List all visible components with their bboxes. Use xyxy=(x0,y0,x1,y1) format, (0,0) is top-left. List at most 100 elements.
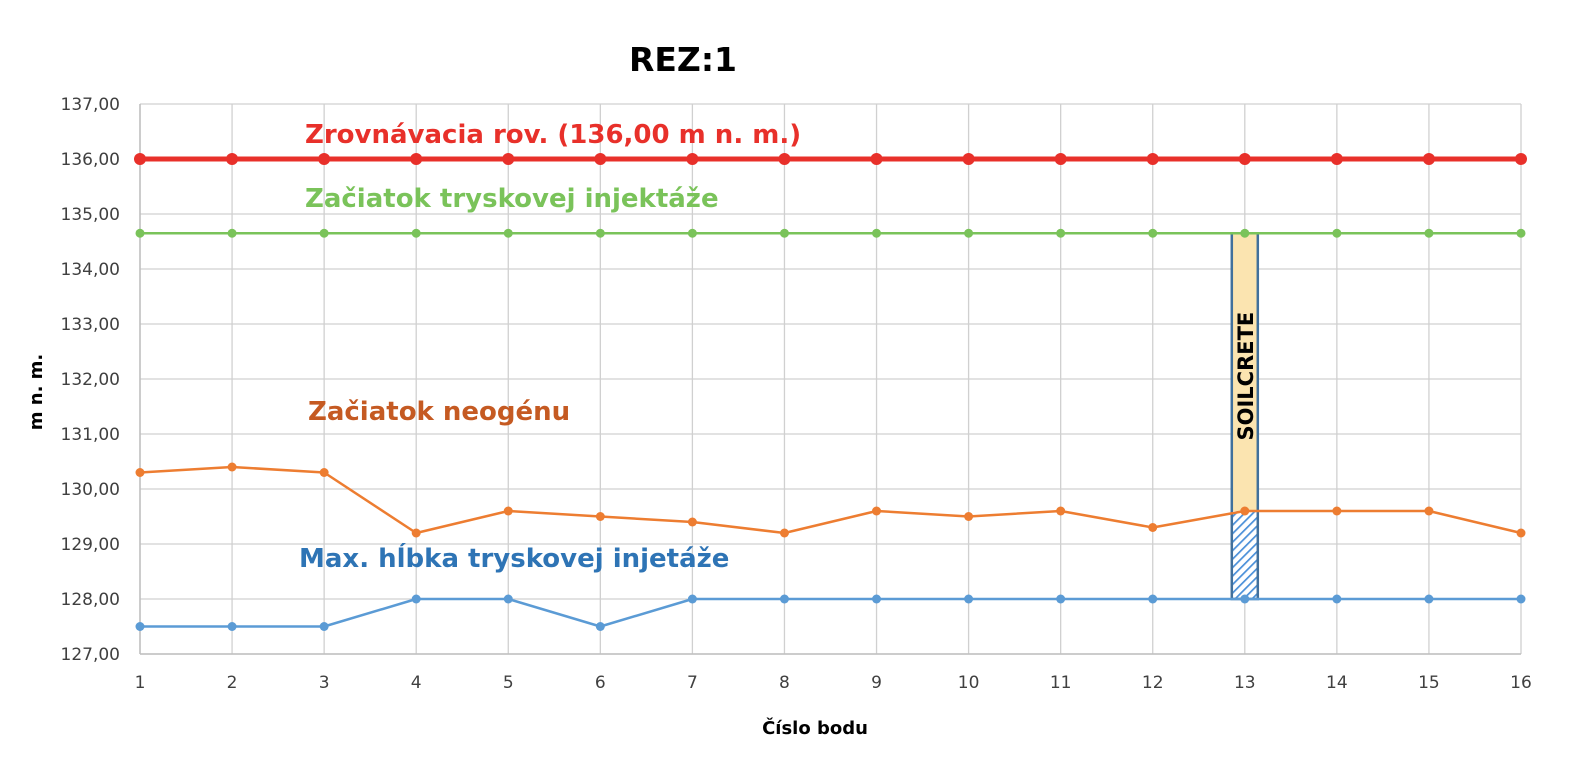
data-point-marker xyxy=(411,594,421,604)
data-point-marker xyxy=(135,468,145,477)
x-tick-label: 6 xyxy=(595,673,606,693)
y-axis-ticks: 127,00 128,00 129,00 130,00 131,00 132,00 133,… xyxy=(61,95,120,665)
data-point-marker xyxy=(594,153,607,165)
data-point-marker xyxy=(686,153,699,165)
y-tick-label: 127,00 xyxy=(61,645,120,665)
series-3 xyxy=(135,594,1526,631)
y-tick-label: 130,00 xyxy=(61,480,120,500)
data-point-marker xyxy=(503,594,513,604)
data-point-marker xyxy=(687,517,697,527)
data-point-marker xyxy=(870,153,883,165)
data-point-marker xyxy=(964,512,974,521)
data-point-marker xyxy=(134,153,146,165)
data-point-marker xyxy=(1330,153,1343,165)
series-annotation: Max. hĺbka tryskovej injetáže xyxy=(299,542,729,574)
series-annotation: Začiatok tryskovej injektáže xyxy=(305,184,719,214)
soilcrete-label: SOILCRETE xyxy=(1234,312,1258,441)
data-point-marker xyxy=(227,228,237,238)
data-point-marker xyxy=(226,153,239,165)
data-point-marker xyxy=(687,228,697,238)
grid-lines xyxy=(139,103,1522,655)
data-point-marker xyxy=(779,528,789,538)
data-point-marker xyxy=(135,228,145,238)
data-point-marker xyxy=(872,228,882,238)
soilcrete-column: SOILCRETE xyxy=(1230,232,1260,601)
data-point-marker xyxy=(319,622,329,631)
x-tick-label: 2 xyxy=(227,673,238,693)
data-point-marker xyxy=(135,622,145,631)
x-tick-label: 3 xyxy=(319,673,330,693)
data-point-marker xyxy=(595,512,605,521)
series-0 xyxy=(134,153,1527,165)
data-point-marker xyxy=(1516,528,1526,538)
data-point-marker xyxy=(1422,153,1435,165)
data-point-marker xyxy=(778,153,791,165)
x-axis-ticks: 1 2 3 4 5 6 7 8 9 10 11 12 13 14 15 16 xyxy=(135,673,1532,693)
y-axis-label: m n. m. xyxy=(26,354,47,431)
data-point-marker xyxy=(1146,153,1159,165)
data-point-marker xyxy=(1424,506,1434,516)
data-point-marker xyxy=(411,228,421,238)
data-point-marker xyxy=(503,228,513,238)
x-tick-label: 7 xyxy=(687,673,698,693)
y-tick-label: 133,00 xyxy=(61,315,120,335)
x-tick-label: 15 xyxy=(1418,673,1440,693)
data-point-marker xyxy=(962,153,975,165)
series-1 xyxy=(135,228,1526,238)
data-point-marker xyxy=(779,594,789,604)
data-point-marker xyxy=(1148,228,1158,238)
data-point-marker xyxy=(411,528,421,538)
data-point-marker xyxy=(872,506,882,516)
soilcrete-hatch xyxy=(1231,511,1258,599)
data-series xyxy=(134,153,1527,631)
data-point-marker xyxy=(1516,594,1526,604)
series-annotation: Začiatok neogénu xyxy=(308,397,570,427)
x-tick-label: 14 xyxy=(1326,673,1348,693)
series-line xyxy=(140,597,1521,628)
data-point-marker xyxy=(1332,228,1342,238)
data-point-marker xyxy=(1424,228,1434,238)
data-point-marker xyxy=(410,153,423,165)
data-point-marker xyxy=(595,622,605,631)
x-tick-label: 4 xyxy=(411,673,422,693)
data-point-marker xyxy=(1056,594,1066,604)
series-annotations: Zrovnávacia rov. (136,00 m n. m.) Začiato… xyxy=(299,120,801,574)
x-tick-label: 8 xyxy=(779,673,790,693)
x-tick-label: 9 xyxy=(871,673,882,693)
chart-title: REZ:1 xyxy=(629,40,737,79)
x-tick-label: 1 xyxy=(135,673,146,693)
x-tick-label: 11 xyxy=(1050,673,1072,693)
data-point-marker xyxy=(595,228,605,238)
y-tick-label: 132,00 xyxy=(61,370,120,390)
data-point-marker xyxy=(1240,506,1250,516)
x-tick-label: 16 xyxy=(1510,673,1532,693)
data-point-marker xyxy=(227,462,237,472)
x-tick-label: 10 xyxy=(958,673,980,693)
soilcrete-fill xyxy=(1231,233,1258,511)
x-axis-label: Číslo bodu xyxy=(762,717,868,739)
data-point-marker xyxy=(964,594,974,604)
y-tick-label: 136,00 xyxy=(61,150,120,170)
y-tick-label: 131,00 xyxy=(61,425,120,445)
data-point-marker xyxy=(227,622,237,631)
data-point-marker xyxy=(1240,228,1250,238)
data-point-marker xyxy=(1056,228,1066,238)
data-point-marker xyxy=(1148,523,1158,532)
data-point-marker xyxy=(502,153,515,165)
y-tick-label: 137,00 xyxy=(61,95,120,115)
data-point-marker xyxy=(872,594,882,604)
data-point-marker xyxy=(319,228,329,238)
data-point-marker xyxy=(964,228,974,238)
y-tick-label: 129,00 xyxy=(61,535,120,555)
series-annotation: Zrovnávacia rov. (136,00 m n. m.) xyxy=(305,120,801,150)
data-point-marker xyxy=(1148,594,1158,604)
data-point-marker xyxy=(687,594,697,604)
x-tick-label: 12 xyxy=(1142,673,1164,693)
data-point-marker xyxy=(1056,506,1066,516)
x-tick-label: 13 xyxy=(1234,673,1256,693)
data-point-marker xyxy=(1516,228,1526,238)
data-point-marker xyxy=(779,228,789,238)
data-point-marker xyxy=(319,468,329,477)
data-point-marker xyxy=(1515,153,1527,165)
